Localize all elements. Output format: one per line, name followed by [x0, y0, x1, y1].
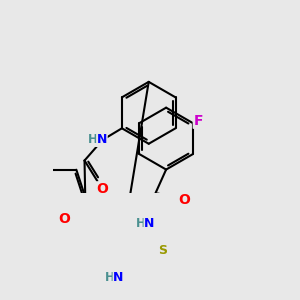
- Text: O: O: [97, 182, 109, 196]
- Text: N: N: [97, 134, 107, 146]
- Text: O: O: [58, 212, 70, 226]
- Text: F: F: [193, 114, 203, 128]
- Text: H: H: [135, 217, 145, 230]
- Text: S: S: [158, 244, 167, 256]
- Text: H: H: [88, 134, 98, 146]
- Text: H: H: [104, 271, 114, 284]
- Text: N: N: [113, 271, 124, 284]
- Text: O: O: [178, 194, 190, 208]
- Text: N: N: [144, 217, 154, 230]
